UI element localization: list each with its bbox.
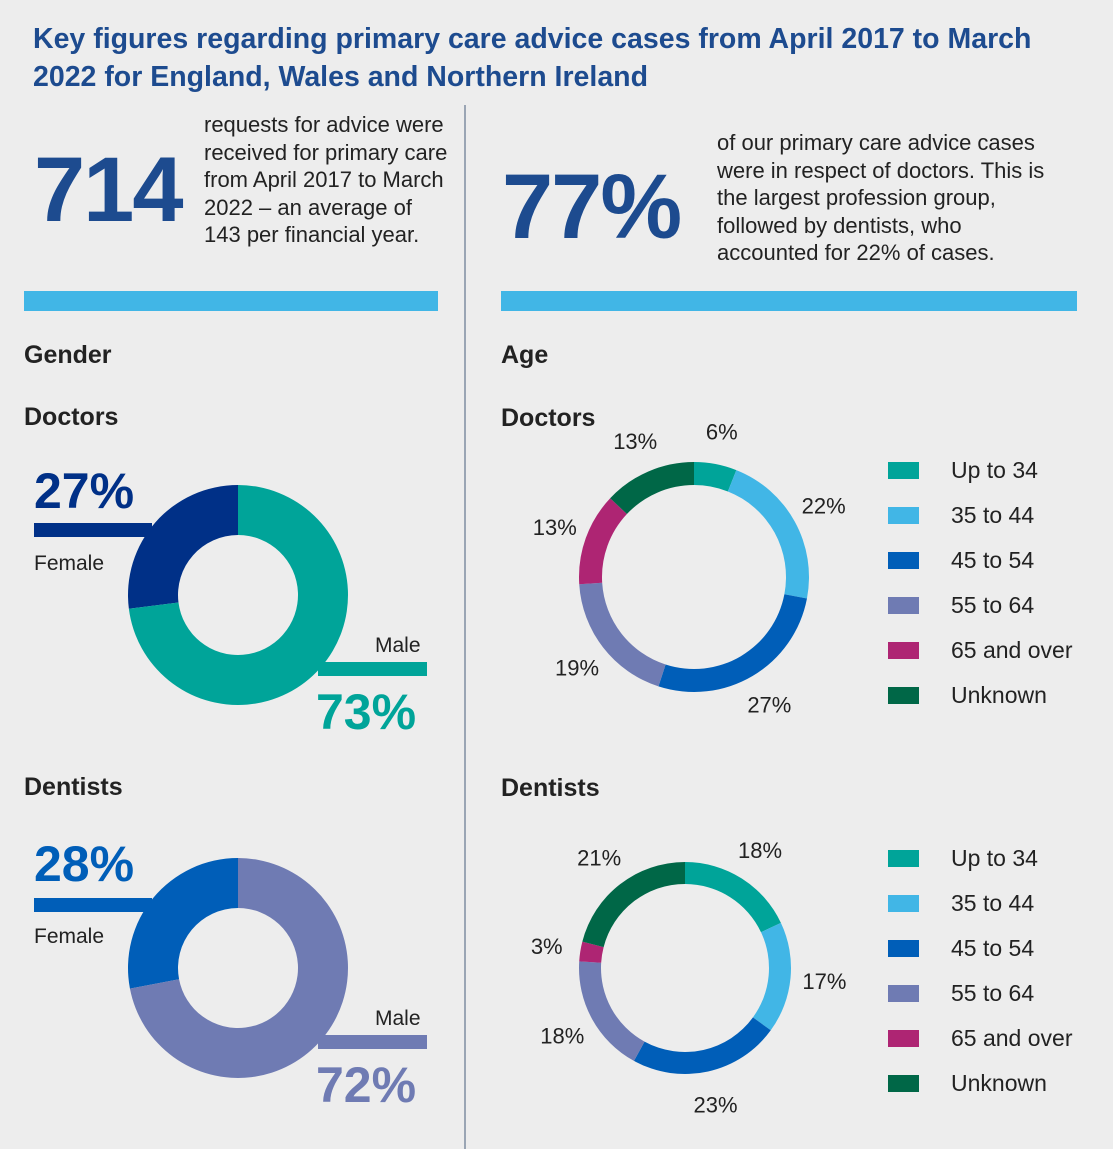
legend-item: 55 to 64 [888,591,1035,618]
age-doctors-label-4: 13% [533,515,577,540]
legend-swatch [888,1074,919,1092]
legend-label: Unknown [951,1069,1047,1096]
gender-dentists-slice-male [129,858,348,1078]
gender-heading: Gender [24,341,112,369]
age-dentists-slice-45-to-54 [633,1017,771,1074]
legend-item: 55 to 64 [888,979,1035,1006]
legend-label: 65 and over [951,1024,1073,1051]
legend-item: 65 and over [888,1024,1073,1051]
legend-item: 65 and over [888,636,1073,663]
age-dentists-slice-up-to-34 [685,862,781,933]
legend-swatch [888,641,919,659]
age-dentists-heading: Dentists [501,774,600,802]
age-doctors-label-3: 19% [555,656,599,681]
gender-doctors-heading: Doctors [24,403,119,431]
age-doctors-slice-35-to-44 [727,470,809,599]
dentists-female-percent: 28% [34,836,135,892]
doctors-female-label: Female [34,552,105,575]
legend-label: Up to 34 [951,844,1038,871]
age-heading: Age [501,341,549,369]
age-doctors-slice-up-to-34 [694,462,737,492]
legend-label: 35 to 44 [951,889,1035,916]
dentists-female-label: Female [34,925,105,948]
dentists-male-leader-line [318,1035,427,1049]
age-doctors-slice-45-to-54 [658,594,807,692]
legend-item: Up to 34 [888,456,1038,483]
age-dentists-label-1: 17% [802,969,846,994]
age-dentists-slice-35-to-44 [752,922,791,1031]
legend-swatch [888,596,919,614]
legend-label: 45 to 54 [951,546,1035,573]
legend-swatch [888,984,919,1002]
dentists-male-percent: 72% [316,1057,417,1113]
gender-dentists-slice-female [128,858,238,989]
legend-label: 55 to 64 [951,591,1035,618]
gender-doctors-slice-female [127,485,238,609]
age-dentists-slice-55-to-64 [579,961,645,1061]
legend-item: Unknown [888,1069,1047,1096]
legend-label: 35 to 44 [951,501,1035,528]
column-divider [464,105,466,1149]
doctors-female-percent: 27% [34,463,135,519]
age-dentists-label-0: 18% [738,838,782,863]
doctors-share-description: of our primary care advice cases were in… [717,130,1045,265]
age-dentists-label-3: 18% [540,1023,584,1048]
legend-label: 55 to 64 [951,979,1035,1006]
gender-dentists-heading: Dentists [24,773,123,801]
requests-description: requests for advice were received for pr… [204,112,448,247]
legend-item: 45 to 54 [888,934,1035,961]
accent-bar-left [24,291,438,311]
legend-swatch [888,551,919,569]
doctors-female-leader-line [34,523,152,537]
age-dentists-label-4: 3% [531,934,563,959]
legend-swatch [888,849,919,867]
age-doctors-label-0: 6% [706,420,738,445]
doctors-male-leader-line [318,662,427,676]
legend-swatch [888,1029,919,1047]
legend-swatch [888,461,919,479]
age-dentists-slice-65-and-over [579,941,604,963]
age-doctors-label-1: 22% [802,494,846,519]
requests-count: 714 [34,139,183,241]
legend-label: Unknown [951,681,1047,708]
age-dentists-slice-unknown [582,862,685,948]
age-doctors-slice-unknown [610,462,694,515]
dentists-female-leader-line [34,898,152,912]
age-doctors-slice-65-and-over [579,498,627,585]
legend-swatch [888,939,919,957]
accent-bar-right [501,291,1077,311]
legend-item: 45 to 54 [888,546,1035,573]
legend-item: Unknown [888,681,1047,708]
doctors-male-label: Male [375,634,421,657]
age-doctors-label-2: 27% [747,692,791,717]
doctors-male-percent: 73% [316,684,417,740]
age-doctors-label-5: 13% [613,429,657,454]
legend-swatch [888,686,919,704]
age-doctors-heading: Doctors [501,404,596,432]
age-dentists-label-5: 21% [577,845,621,870]
doctors-share: 77% [502,156,682,258]
legend-label: 65 and over [951,636,1073,663]
legend-label: Up to 34 [951,456,1038,483]
legend-item: 35 to 44 [888,889,1035,916]
legend-swatch [888,894,919,912]
gender-doctors-slice-male [128,485,348,706]
legend-item: 35 to 44 [888,501,1035,528]
legend-item: Up to 34 [888,844,1038,871]
legend-swatch [888,506,919,524]
dentists-male-label: Male [375,1007,421,1030]
age-dentists-label-2: 23% [694,1093,738,1118]
legend-label: 45 to 54 [951,934,1035,961]
page-title: Key figures regarding primary care advic… [33,23,1032,93]
age-doctors-slice-55-to-64 [579,582,666,687]
